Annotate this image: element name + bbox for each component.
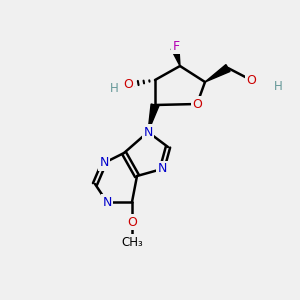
Polygon shape <box>205 64 230 82</box>
Text: F: F <box>172 40 180 52</box>
Text: O: O <box>123 79 133 92</box>
Text: N: N <box>143 125 153 139</box>
Text: O: O <box>246 74 256 86</box>
Polygon shape <box>148 104 159 132</box>
Text: O: O <box>127 215 137 229</box>
Text: H: H <box>110 82 118 95</box>
Text: N: N <box>99 157 109 169</box>
Text: CH₃: CH₃ <box>121 236 143 248</box>
Text: N: N <box>157 163 167 176</box>
Polygon shape <box>171 47 180 66</box>
Text: N: N <box>102 196 112 208</box>
Text: O: O <box>192 98 202 110</box>
Text: H: H <box>274 80 283 94</box>
